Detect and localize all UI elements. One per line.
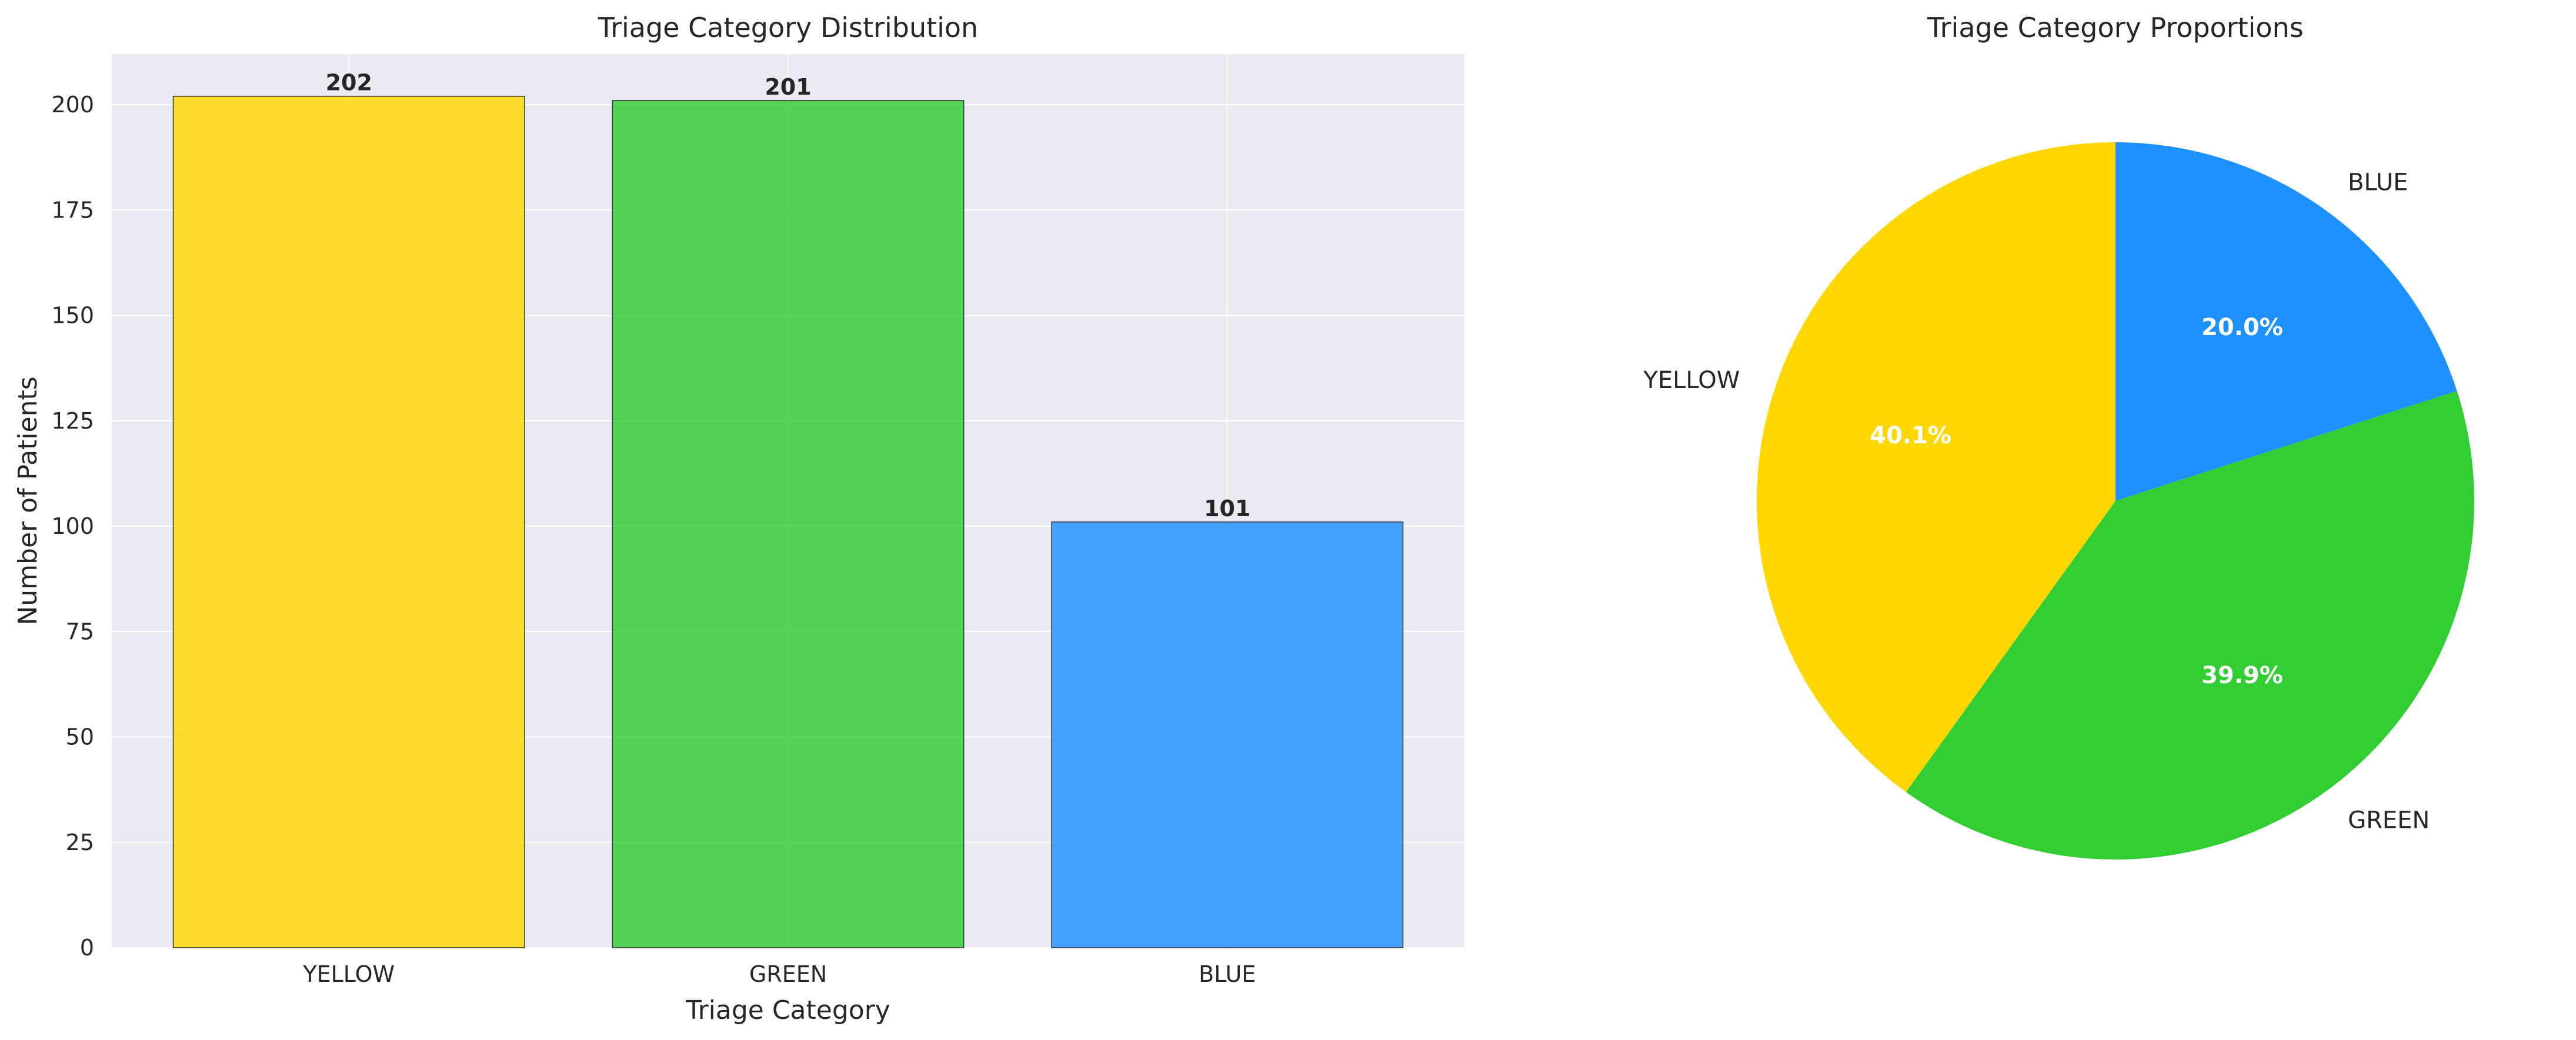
y-tick-label: 125 [51, 408, 94, 434]
y-axis-label: Number of Patients [13, 376, 43, 625]
x-tick-labels: YELLOW GREEN BLUE [302, 961, 1256, 987]
pie-percent-label-yellow: 40.1% [1870, 422, 1951, 449]
x-tick-label-green: GREEN [749, 961, 827, 987]
pie-label-yellow: YELLOW [1643, 367, 1740, 394]
bar-green [612, 100, 965, 948]
bar-chart: 202 201 101 0 25 50 75 100 125 150 175 200 YELLOW G… [13, 12, 1464, 1025]
pie-label-green: GREEN [2348, 807, 2430, 834]
y-tick-labels: 0 25 50 75 100 125 150 175 200 [51, 92, 94, 961]
pie-slice-green [1906, 390, 2474, 860]
x-tick-label-yellow: YELLOW [302, 961, 395, 987]
y-tick-label: 150 [51, 303, 94, 329]
pie-labels: YELLOW GREEN BLUE [1643, 169, 2430, 834]
pie-slice-yellow [1756, 142, 2115, 792]
y-tick-label: 0 [80, 935, 94, 961]
bar-blue [1051, 521, 1404, 948]
y-tick-label: 175 [51, 197, 94, 223]
y-tick-label: 50 [66, 724, 94, 750]
pie-percent-label-blue: 20.0% [2201, 314, 2283, 341]
bar-yellow [172, 95, 525, 948]
bar-value-label-yellow: 202 [326, 70, 372, 96]
bar-value-label-green: 201 [765, 74, 811, 100]
pie-label-blue: BLUE [2348, 169, 2408, 196]
bar-data-labels: 202 201 101 [326, 70, 1251, 521]
y-tick-label: 25 [66, 830, 94, 855]
pie-percent-label-green: 39.9% [2201, 662, 2283, 689]
bar-value-label-blue: 101 [1204, 496, 1250, 521]
pie-chart-title: Triage Category Proportions [1927, 12, 2303, 44]
pie-chart: Triage Category Proportions YELLOW GREEN B… [1643, 12, 2474, 860]
pie-slice-blue [2115, 142, 2457, 501]
x-axis-label: Triage Category [685, 995, 890, 1025]
bar-chart-title: Triage Category Distribution [598, 12, 978, 44]
y-tick-label: 100 [51, 513, 94, 539]
pie-slices [1756, 142, 2474, 860]
y-tick-label: 200 [51, 92, 94, 118]
y-tick-label: 75 [66, 618, 94, 644]
bar-series [172, 95, 1404, 948]
pie-percent-labels: 40.1% 39.9% 20.0% [1870, 314, 2283, 689]
x-tick-label-blue: BLUE [1199, 961, 1256, 987]
